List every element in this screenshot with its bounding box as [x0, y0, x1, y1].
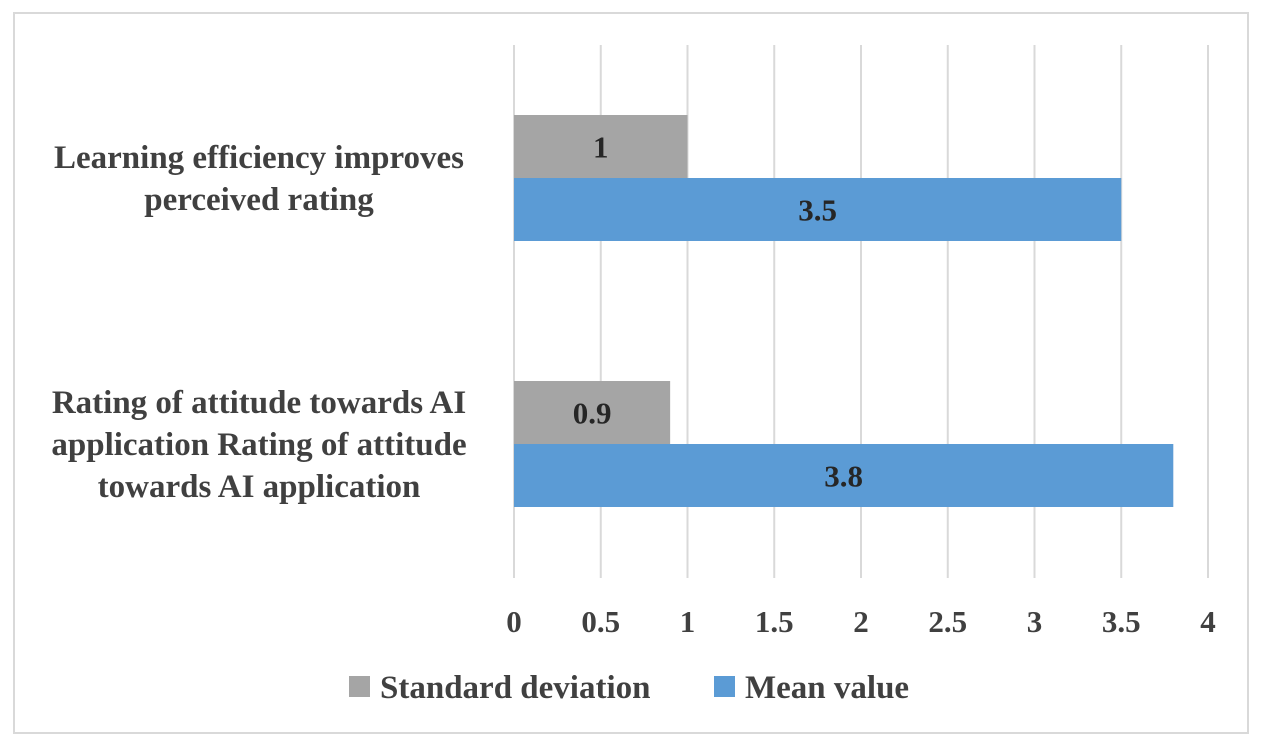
legend-label: Mean value	[745, 670, 909, 706]
legend-swatch	[714, 676, 735, 697]
x-tick-label: 0	[506, 604, 522, 639]
legend-label: Standard deviation	[380, 670, 650, 706]
category-label: Rating of attitude towards AI application…	[51, 385, 466, 505]
x-tick-label: 1	[680, 604, 696, 639]
x-tick-label: 2	[853, 604, 869, 639]
bar-standard-deviation	[514, 115, 688, 178]
x-tick-label: 1.5	[755, 604, 794, 639]
x-tick-label: 0.5	[581, 604, 620, 639]
x-axis-ticks: 0 0.5 1 1.5 2 2.5 3 3.5 4	[506, 604, 1216, 639]
bars	[514, 115, 1174, 507]
x-tick-label: 3.5	[1102, 604, 1141, 639]
category-label: Learning efficiency improves perceived ra…	[54, 140, 464, 218]
data-label: 0.9	[573, 396, 612, 431]
x-tick-label: 3	[1027, 604, 1043, 639]
x-tick-label: 2.5	[928, 604, 967, 639]
bar-standard-deviation	[514, 381, 671, 444]
data-label: 1	[593, 130, 609, 165]
data-label: 3.8	[824, 459, 863, 494]
x-tick-label: 4	[1200, 604, 1216, 639]
data-label: 3.5	[798, 193, 837, 228]
legend: Standard deviation Mean value	[349, 670, 909, 706]
category-labels: Learning efficiency improves perceived ra…	[51, 140, 466, 505]
legend-swatch	[349, 676, 370, 697]
data-labels: 1 3.5 0.9 3.8	[573, 130, 863, 494]
bar-mean-value	[514, 178, 1122, 241]
bar-mean-value	[514, 444, 1174, 507]
